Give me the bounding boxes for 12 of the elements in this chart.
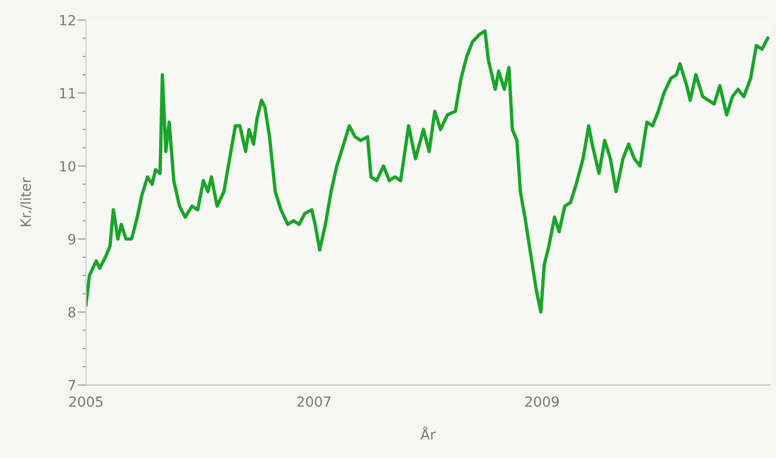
x-tick-label: 2005 — [69, 396, 102, 407]
y-tick-label: 12 — [60, 14, 75, 26]
y-tick-label: 9 — [68, 234, 76, 244]
x-tick-label: 2009 — [525, 396, 559, 407]
y-tick-label: 7 — [68, 380, 76, 390]
x-tick-label: 2007 — [297, 396, 330, 407]
y-tick-label: 11 — [60, 88, 75, 98]
line-series — [86, 29, 770, 314]
x-axis-title: År — [420, 426, 436, 440]
y-tick-label: 8 — [68, 306, 76, 318]
y-axis-title: Kr./liter — [20, 177, 32, 226]
y-tick-label: 10 — [60, 160, 76, 172]
